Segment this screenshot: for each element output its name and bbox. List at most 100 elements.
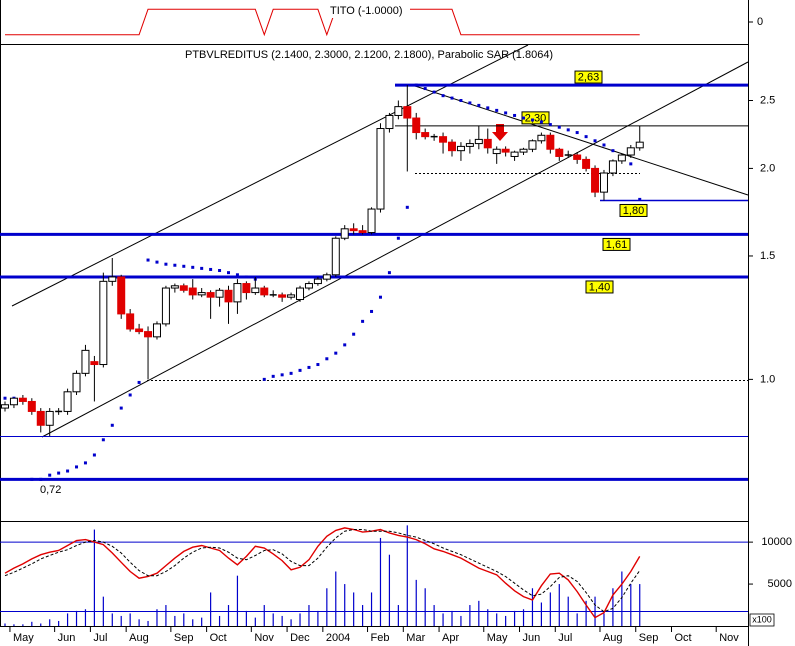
sar-dot <box>83 461 87 465</box>
level-label-box <box>619 203 648 217</box>
level-label-box <box>585 280 614 294</box>
candle-body <box>465 143 474 147</box>
x-tick-label: Oct <box>210 632 227 644</box>
x-tick-label: Jul <box>558 632 572 644</box>
sar-dot <box>280 373 284 377</box>
sar-dot <box>3 396 7 400</box>
candle-body <box>573 154 582 160</box>
sar-dot <box>432 90 436 94</box>
candle-body <box>367 208 376 234</box>
candle-body <box>483 138 492 149</box>
sar-dot <box>450 96 454 100</box>
level-label-box <box>602 237 631 251</box>
candle-body <box>233 283 242 303</box>
candle-body <box>448 141 456 152</box>
sar-dot <box>575 131 579 135</box>
candle-body <box>591 167 600 193</box>
sar-dot <box>361 319 365 323</box>
candle-body <box>179 285 188 291</box>
candle-body <box>528 140 537 150</box>
candle-body <box>304 283 313 289</box>
trendline <box>41 61 749 438</box>
x-tick-label: Feb <box>371 632 390 644</box>
x-tick-label: Jul <box>93 632 107 644</box>
sar-dot <box>244 275 248 279</box>
candle-body <box>626 147 635 156</box>
trendline <box>11 44 529 307</box>
x-tick-label: Jun <box>523 632 541 644</box>
candle-body <box>287 294 296 298</box>
candle-body <box>322 274 331 280</box>
x-tick-label: Aug <box>603 632 623 644</box>
y-tick-label: 1.5 <box>760 250 775 262</box>
trendline <box>411 84 749 196</box>
candle-body <box>36 410 45 426</box>
candle-body <box>188 287 197 296</box>
sar-dot <box>191 265 195 269</box>
y-tick-label: 2.0 <box>760 162 775 174</box>
candle-body <box>108 276 117 282</box>
candle-body <box>394 106 403 116</box>
x-tick-label: Aug <box>129 632 149 644</box>
sar-dot <box>101 438 105 442</box>
sar-dot <box>316 363 320 367</box>
candle-body <box>313 278 322 285</box>
y-tick-label: 2.5 <box>760 94 775 106</box>
sar-dot <box>513 113 517 117</box>
sar-dot <box>539 120 543 124</box>
sar-dot <box>423 87 427 91</box>
unit-box <box>749 613 775 627</box>
sar-dot <box>66 469 70 473</box>
x-tick-label: May <box>487 632 508 644</box>
sar-dot <box>173 263 177 267</box>
sar-dot <box>504 111 508 115</box>
candle-body <box>99 280 108 366</box>
candle-body <box>492 148 501 155</box>
candle-body <box>224 289 233 303</box>
sar-dot <box>566 128 570 132</box>
candle-body <box>90 361 99 366</box>
sar-dot <box>486 106 490 110</box>
x-tick-label: Dec <box>290 632 310 644</box>
level-label: 1,80 <box>623 205 644 217</box>
candle-body <box>45 410 54 426</box>
sar-dot <box>289 371 293 375</box>
sar-dot <box>209 267 213 271</box>
level-label: 1,61 <box>606 239 627 251</box>
x-tick-label: Nov <box>719 632 739 644</box>
sar-dot <box>227 271 230 275</box>
sar-dot <box>298 368 302 372</box>
x-tick-label: Apr <box>442 632 459 644</box>
candle-body <box>126 313 135 330</box>
candle-body <box>144 331 153 338</box>
sar-dot <box>387 271 391 275</box>
sar-dot <box>405 205 409 209</box>
indicator-line <box>4 529 641 613</box>
y-tick-label: 10000 <box>761 536 792 548</box>
sar-dot <box>611 149 615 153</box>
sar-dot <box>30 477 34 481</box>
candle-body <box>161 287 170 325</box>
sar-dot <box>522 116 526 120</box>
candle-body <box>358 230 367 234</box>
x-tick-label: Oct <box>675 632 692 644</box>
y-tick-label: 0 <box>757 16 763 28</box>
sar-dot <box>39 477 43 481</box>
signal-arrow <box>492 124 508 141</box>
candle-body <box>170 285 179 289</box>
candle-body <box>296 287 305 301</box>
candle-body <box>421 132 430 138</box>
candle-body <box>135 328 144 333</box>
indicator-line <box>5 8 640 37</box>
sar-dot <box>119 406 123 410</box>
x-tick-label: Sep <box>639 632 659 644</box>
level-label: 2,63 <box>578 71 599 83</box>
sar-dot <box>602 143 606 147</box>
sar-dot <box>593 139 597 143</box>
candle-body <box>456 145 465 152</box>
level-label: 2,30 <box>525 112 546 124</box>
sar-dot <box>271 374 275 378</box>
candle-body <box>412 117 421 134</box>
x-tick-label: Nov <box>254 632 274 644</box>
